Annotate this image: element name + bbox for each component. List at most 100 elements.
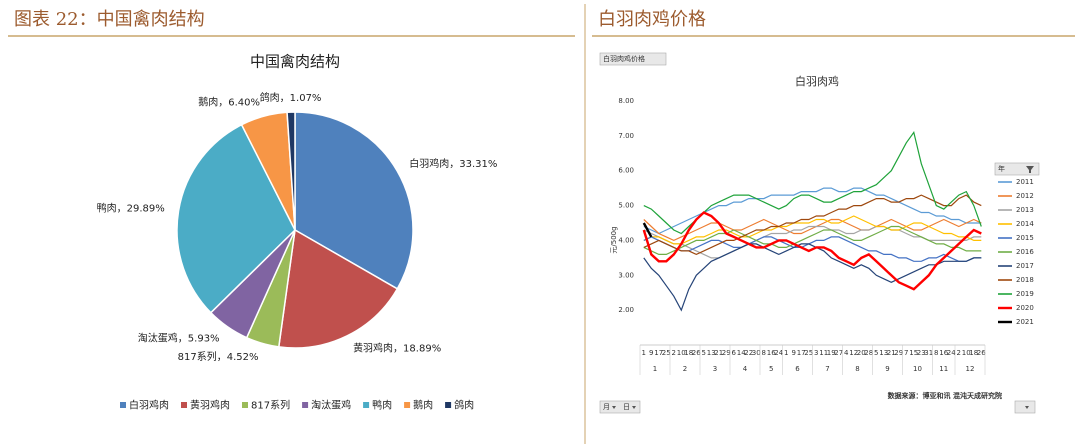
- legend-label: 鸽肉: [454, 399, 474, 412]
- field-button-label: 白羽肉鸡价格: [603, 54, 645, 63]
- x-group-label: 9: [885, 365, 889, 373]
- x-tick-label: 8: [762, 349, 766, 357]
- pie-label: 鸽肉，1.07%: [260, 91, 322, 104]
- x-tick-label: 2: [957, 349, 961, 357]
- series-line: [643, 243, 982, 312]
- series-line: [642, 211, 982, 291]
- legend-label: 2016: [1016, 248, 1034, 256]
- x-tick-label: 15: [909, 349, 918, 357]
- legend-label: 2013: [1016, 206, 1034, 214]
- x-tick-label: 29: [894, 349, 903, 357]
- x-tick-label: 4: [844, 349, 849, 357]
- legend-label: 817系列: [251, 399, 290, 412]
- x-tick-label: 28: [864, 349, 873, 357]
- legend-swatch: [242, 402, 248, 408]
- x-tick-label: 24: [774, 349, 783, 357]
- x-tick-label: 9: [649, 349, 653, 357]
- y-tick-label: 7.00: [618, 132, 634, 140]
- series-line: [643, 215, 982, 245]
- source: 数据来源：博亚和讯 混沌天成研究院: [888, 391, 1002, 400]
- x-tick-label: 2: [672, 349, 676, 357]
- dropdown-icons: [612, 406, 636, 409]
- x-group-label: 5: [769, 365, 773, 373]
- x-tick-label: 17: [797, 349, 806, 357]
- x-tick-label: 25: [804, 349, 813, 357]
- x-group-label: 12: [966, 365, 975, 373]
- x-tick-label: 16: [767, 349, 776, 357]
- pie-slice: [294, 111, 414, 290]
- filter-icon: [1026, 166, 1034, 173]
- axis-filters[interactable]: [599, 400, 641, 414]
- x-tick-label: 9: [792, 349, 796, 357]
- x-tick-label: 21: [887, 349, 896, 357]
- legend-swatch: [181, 402, 187, 408]
- legend-label: 2012: [1016, 192, 1034, 200]
- x-tick-label: 13: [879, 349, 888, 357]
- pie-label: 鹅肉，6.40%: [198, 96, 260, 109]
- legend-label: 鹅肉: [413, 399, 433, 412]
- x-tick-label: 23: [917, 349, 926, 357]
- x-group-label: 6: [795, 365, 800, 373]
- x-tick-label: 1: [642, 349, 646, 357]
- y-tick-label: 2.00: [618, 306, 634, 314]
- x-group-label: 1: [653, 365, 657, 373]
- pie-label: 鸭肉，29.89%: [97, 202, 165, 215]
- x-tick-label: 5: [702, 349, 706, 357]
- x-group-label: 11: [939, 365, 948, 373]
- legend-label: 2014: [1016, 220, 1034, 228]
- y-tick-label: 5.00: [618, 202, 634, 210]
- pie-slice: [277, 228, 399, 349]
- x-tick-label: 22: [744, 349, 753, 357]
- pie-title: 中国禽肉结构: [250, 53, 340, 71]
- legend-swatch: [363, 402, 370, 408]
- x-tick-label: 30: [752, 349, 761, 357]
- x-tick-label: 20: [857, 349, 866, 357]
- x-group-label: 4: [743, 365, 748, 373]
- pie-slice: [176, 123, 296, 314]
- legend-swatch: [404, 402, 411, 408]
- x-tick-label: 19: [827, 349, 836, 357]
- pie-label: 淘汰蛋鸡，5.93%: [138, 331, 220, 344]
- pie-label: 白羽鸡肉，33.31%: [409, 157, 497, 170]
- series-line: [642, 222, 653, 238]
- x-tick-label: 10: [962, 349, 971, 357]
- x-tick-label: 29: [722, 349, 731, 357]
- x-tick-label: 25: [662, 349, 671, 357]
- x-group-label: 8: [855, 365, 859, 373]
- x-tick-label: 17: [654, 349, 663, 357]
- right-header: 白羽肉鸡价格: [598, 9, 706, 30]
- series-line: [643, 194, 982, 256]
- x-tick-label: 14: [737, 349, 746, 357]
- legend-swatch: [120, 402, 126, 408]
- legend-label: 黄羽鸡肉: [190, 399, 230, 412]
- legend-title: 年: [998, 164, 1005, 173]
- pie-label: 黄羽鸡肉，18.89%: [353, 342, 441, 355]
- x-tick-label: 16: [939, 349, 948, 357]
- legend-swatch: [302, 402, 309, 408]
- series-line: [643, 225, 982, 255]
- filter-label: 月: [603, 403, 610, 411]
- x-tick-label: 21: [714, 349, 723, 357]
- x-tick-label: 26: [977, 349, 986, 357]
- pie-label: 817系列，4.52%: [178, 350, 259, 363]
- series-line: [643, 187, 982, 235]
- x-group-label: 2: [683, 365, 687, 373]
- legend-swatch: [445, 402, 452, 408]
- y-tick-label: 3.00: [618, 271, 634, 279]
- legend-label: 2020: [1016, 304, 1034, 312]
- x-tick-label: 11: [819, 349, 828, 357]
- y-tick-label: 6.00: [618, 167, 634, 175]
- filter-label: 日: [623, 403, 630, 411]
- x-tick-label: 18: [684, 349, 693, 357]
- y-tick-label: 4.00: [618, 236, 634, 244]
- x-tick-label: 12: [849, 349, 858, 357]
- series-line: [643, 218, 982, 242]
- x-group-label: 7: [825, 365, 829, 373]
- legend-label: 淘汰蛋鸡: [311, 399, 351, 412]
- legend-label: 2021: [1016, 318, 1034, 326]
- field-button[interactable]: [599, 52, 667, 66]
- value-filter[interactable]: [1014, 400, 1036, 414]
- x-group-label: 3: [713, 365, 717, 373]
- legend-label: 2017: [1016, 262, 1034, 270]
